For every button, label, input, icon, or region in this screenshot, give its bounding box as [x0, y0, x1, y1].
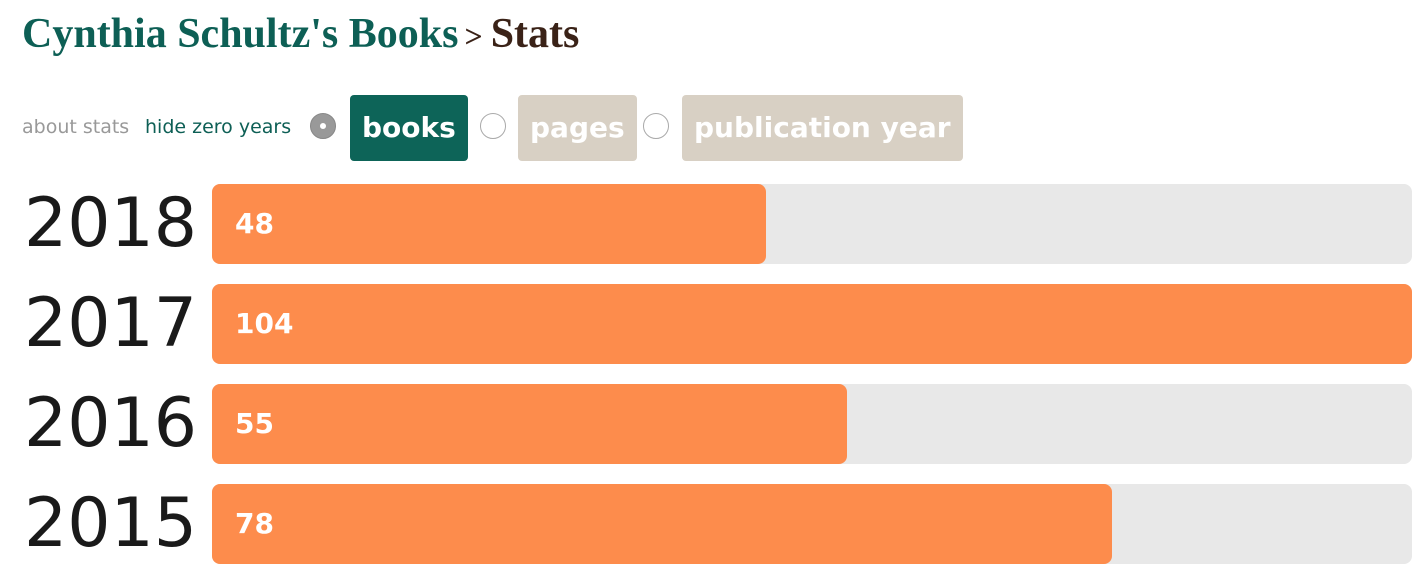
page-title: Cynthia Schultz's Books > Stats — [22, 10, 579, 58]
year-label: 2015 — [24, 484, 198, 563]
radio-button[interactable] — [643, 113, 669, 139]
bar — [212, 284, 1412, 364]
value-label: 48 — [235, 207, 274, 240]
bar-track: 78 — [212, 484, 1412, 564]
owner-link[interactable]: Cynthia Schultz's Books — [22, 11, 459, 57]
breadcrumb-separator: > — [464, 18, 483, 54]
hide-zero-link[interactable]: hide zero years — [145, 116, 292, 138]
value-label: 104 — [235, 307, 294, 340]
option-button[interactable]: books — [350, 95, 468, 161]
bar — [212, 384, 847, 464]
bar-track: 48 — [212, 184, 1412, 264]
page-name: Stats — [490, 11, 580, 57]
value-label: 78 — [235, 507, 274, 540]
bar — [212, 184, 766, 264]
bar-track: 55 — [212, 384, 1412, 464]
radio-button[interactable] — [310, 113, 336, 139]
year-label: 2018 — [24, 184, 198, 263]
year-label: 2016 — [24, 384, 198, 463]
bar — [212, 484, 1112, 564]
value-label: 55 — [235, 407, 274, 440]
option-button[interactable]: publication year — [682, 95, 963, 161]
about-link[interactable]: about stats — [22, 116, 130, 138]
year-label: 2017 — [24, 284, 198, 363]
radio-button[interactable] — [480, 113, 506, 139]
option-button[interactable]: pages — [518, 95, 637, 161]
bar-track: 104 — [212, 284, 1412, 364]
